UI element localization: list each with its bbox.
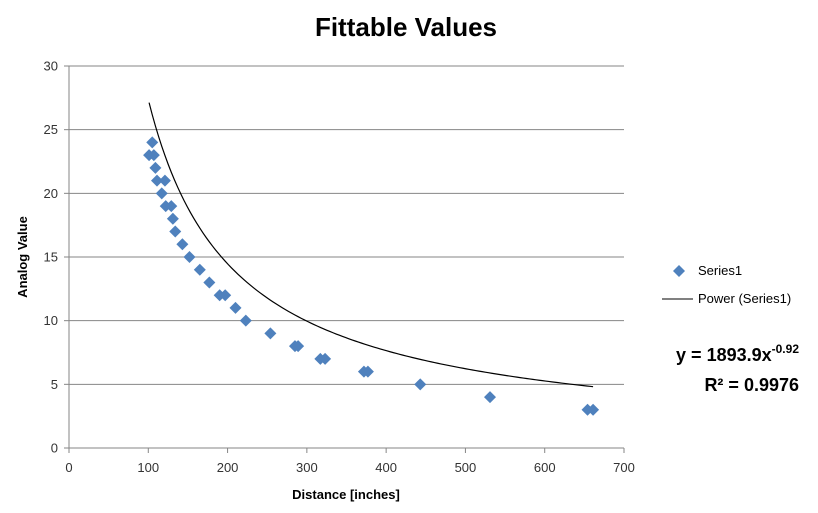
data-point-series1 (203, 276, 216, 289)
y-tick-label: 10 (44, 313, 58, 328)
legend-series1-marker (673, 265, 685, 277)
data-point-series1 (361, 365, 374, 378)
data-point-series1 (183, 251, 196, 263)
y-tick-label: 0 (51, 441, 58, 456)
y-tick-label: 5 (51, 377, 58, 392)
data-point-series1 (264, 327, 277, 340)
data-point-series1 (414, 378, 427, 391)
data-point-series1 (158, 174, 171, 187)
x-tick-label: 200 (217, 460, 239, 475)
equation-exponent: -0.92 (772, 342, 800, 356)
trendline-layer (148, 102, 594, 388)
data-point-series1 (484, 391, 497, 404)
data-point-series1 (149, 161, 162, 174)
data-point-series1 (147, 149, 160, 162)
x-tick-label: 600 (534, 460, 556, 475)
x-tick-label: 300 (296, 460, 318, 475)
data-point-series1 (193, 263, 206, 276)
data-point-series1 (169, 225, 182, 238)
data-point-series1 (319, 352, 332, 365)
data-point-series1 (146, 136, 159, 149)
y-tick-label: 20 (44, 186, 58, 201)
y-tick-label: 30 (44, 59, 58, 74)
x-tick-label: 500 (455, 460, 477, 475)
r-squared-text: R² = 0.9976 (704, 375, 799, 395)
data-point-series1 (166, 212, 179, 225)
data-point-series1 (151, 174, 164, 187)
data-point-series1 (239, 314, 252, 327)
x-axis-title: Distance [inches] (292, 487, 400, 502)
data-point-series1 (587, 403, 600, 416)
data-point-series1 (176, 238, 189, 251)
chart-title: Fittable Values (315, 12, 497, 42)
data-point-series1 (155, 187, 168, 200)
legend-series1-label: Series1 (698, 263, 742, 278)
equation-text: y = 1893.9x-0.92 (676, 342, 799, 365)
trendline-equation: y = 1893.9x-0.92 R² = 0.9976 (676, 342, 799, 395)
legend: Series1 Power (Series1) (662, 263, 791, 306)
equation-base: y = 1893.9x (676, 345, 772, 365)
x-tick-label: 400 (375, 460, 397, 475)
axes (64, 65, 625, 453)
x-tick-label: 0 (65, 460, 72, 475)
data-point-series1 (292, 340, 305, 353)
y-tick-label: 25 (44, 122, 58, 137)
data-point-series1 (219, 289, 232, 302)
x-tick-label: 100 (137, 460, 159, 475)
data-point-series1 (229, 301, 242, 314)
trendline-power (148, 102, 594, 388)
x-tick-label: 700 (613, 460, 635, 475)
data-point-series1 (165, 200, 178, 213)
legend-trendline-label: Power (Series1) (698, 291, 791, 306)
data-points (143, 136, 600, 416)
y-tick-label: 15 (44, 250, 58, 265)
y-axis-title: Analog Value (15, 216, 30, 298)
